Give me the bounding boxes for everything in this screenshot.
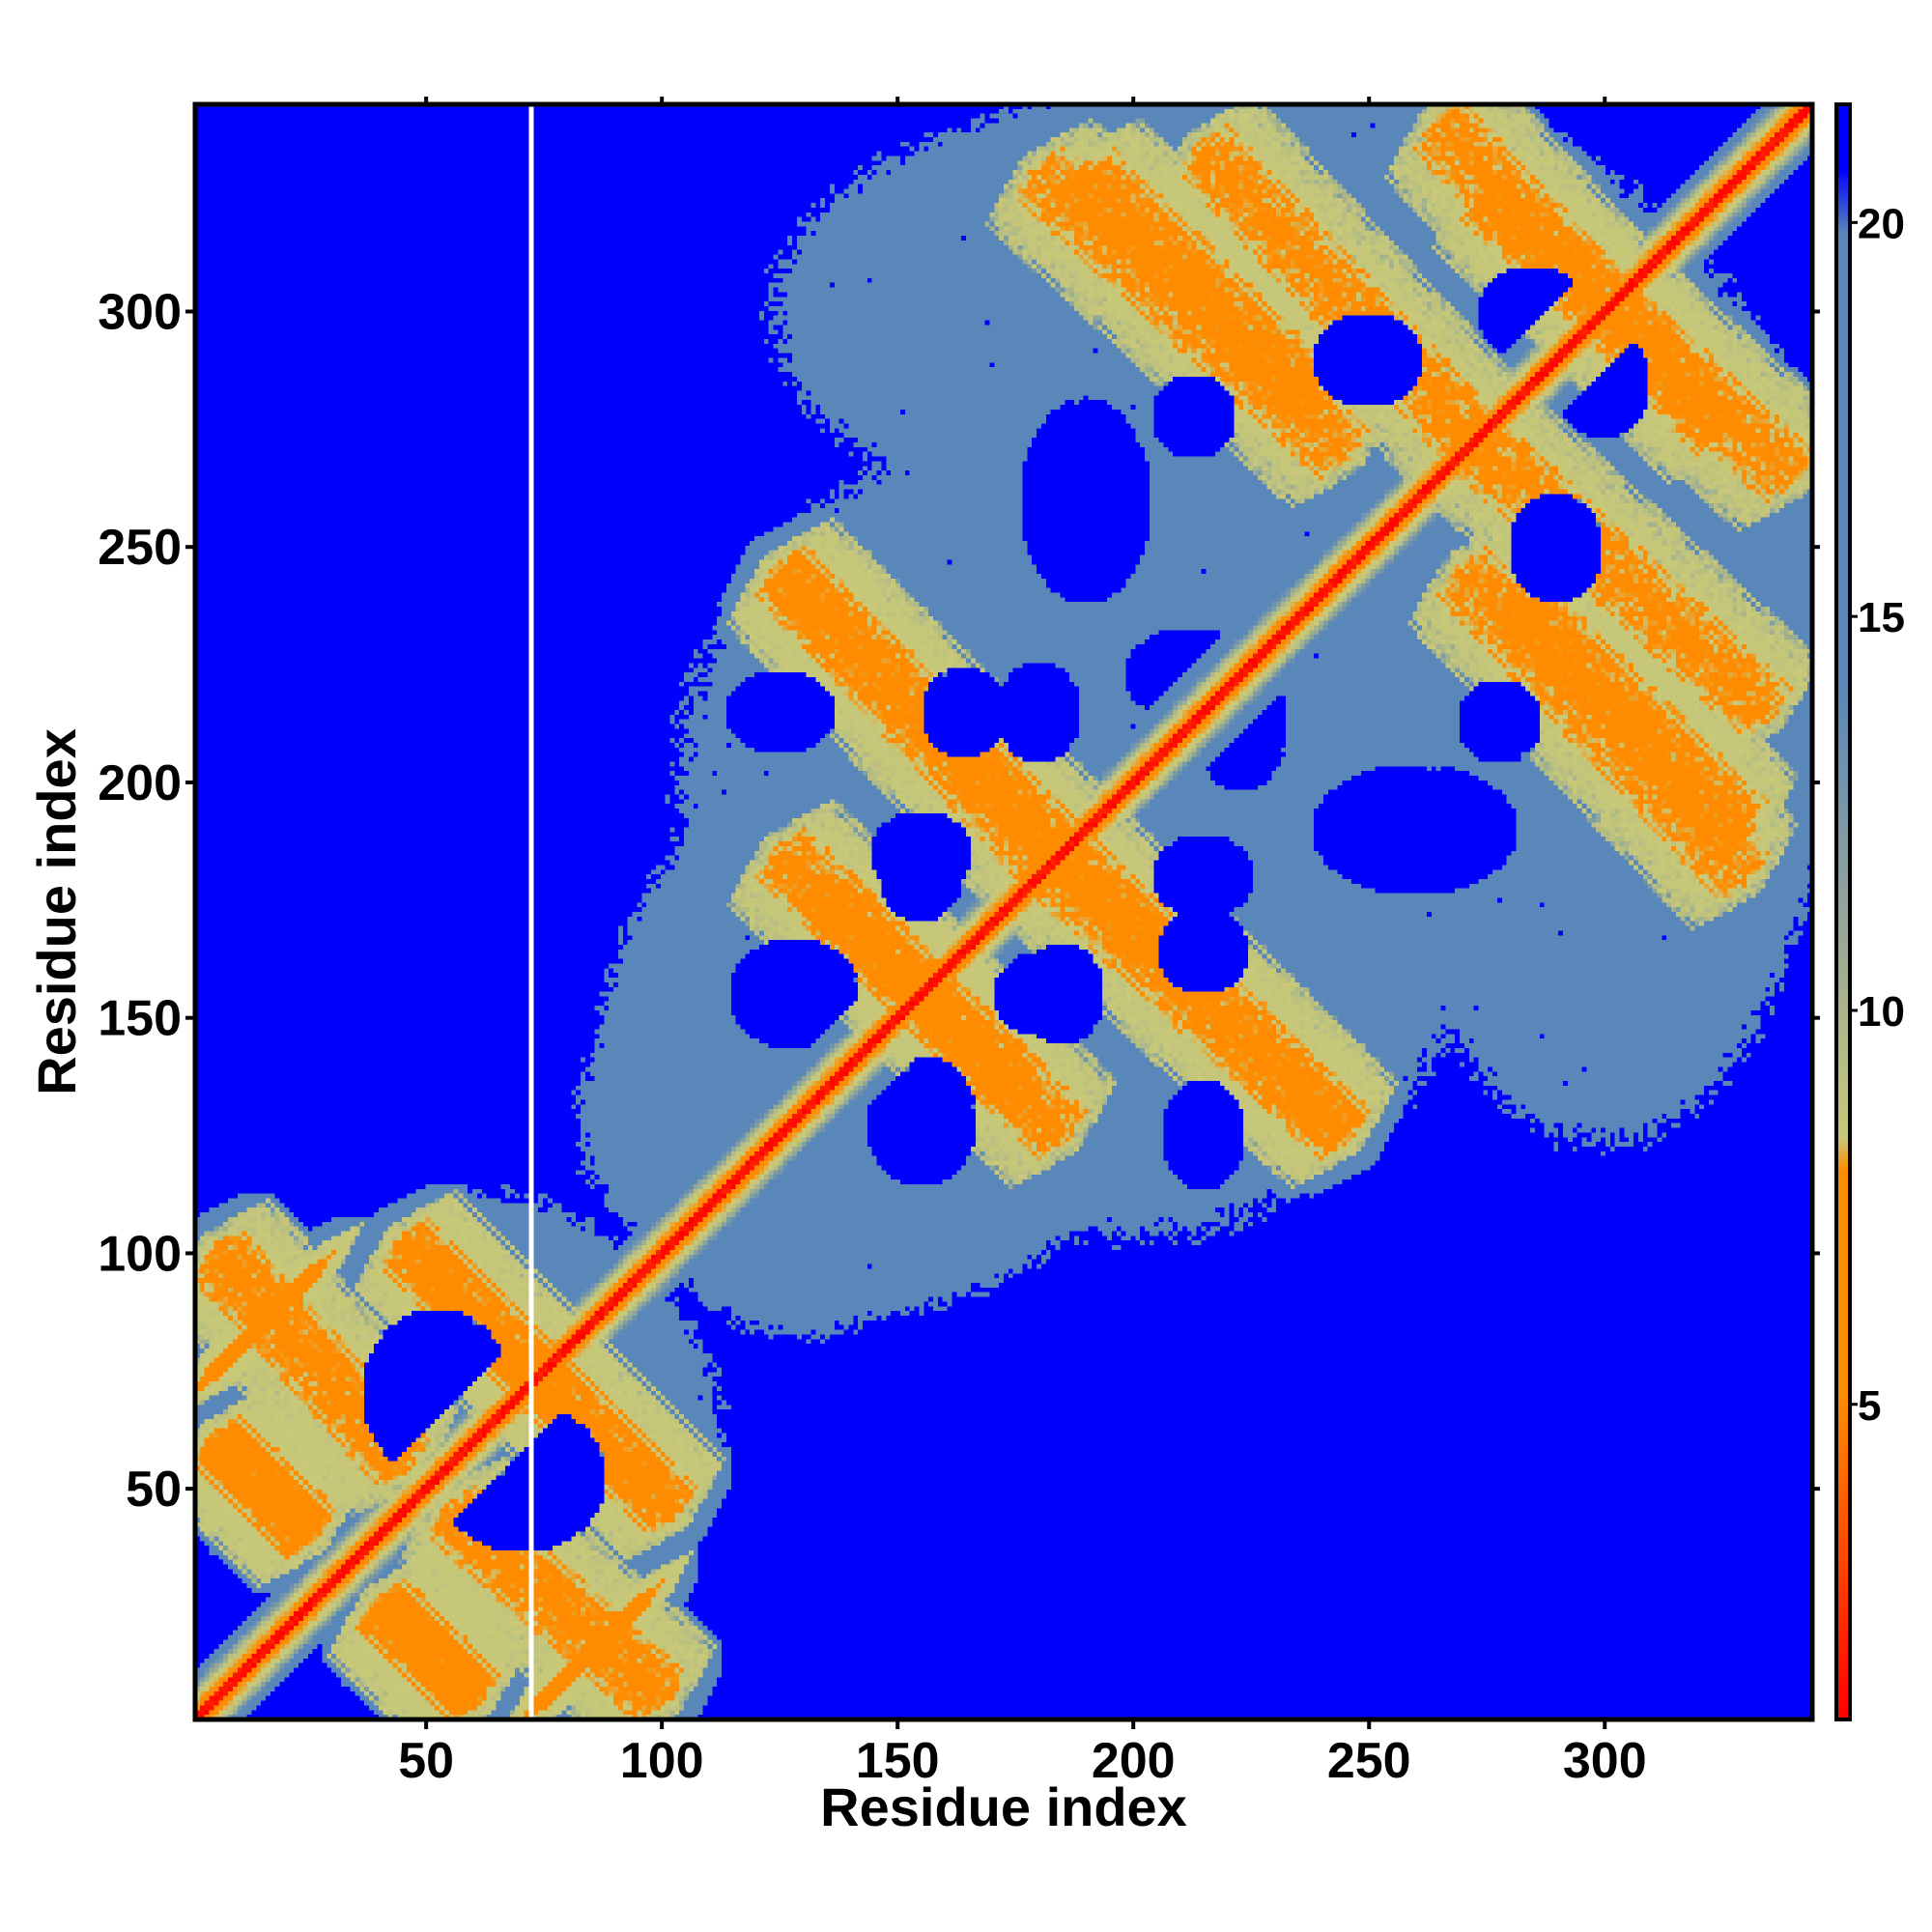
colorbar-gradient	[1834, 102, 1852, 1721]
x-axis-label: Residue index	[820, 1776, 1187, 1837]
y-tick-label: 100	[98, 1226, 182, 1282]
x-tick-label: 100	[620, 1733, 704, 1789]
colorbar-tick-label: 5	[1858, 1382, 1881, 1430]
heatmap-plot-area	[195, 104, 1812, 1719]
y-axis-label: Residue index	[26, 728, 87, 1095]
colorbar-tick-label: 10	[1858, 988, 1905, 1036]
x-tick-label: 150	[856, 1733, 940, 1789]
y-tick-label: 200	[98, 755, 182, 811]
x-axis-ticks: 50 100 150 200 250 300	[398, 97, 1647, 1789]
colorbar-tick-label: 20	[1858, 200, 1905, 247]
x-tick-label: 300	[1563, 1733, 1647, 1789]
x-tick-label: 200	[1092, 1733, 1176, 1789]
y-tick-label: 250	[98, 520, 182, 576]
y-tick-label: 150	[98, 991, 182, 1047]
y-axis-ticks: 50 100 150 200 250 300	[98, 284, 1820, 1518]
colorbar-tick-label: 15	[1858, 594, 1905, 641]
distance-heatmap	[195, 104, 1812, 1719]
colorbar: 5 10 15 20	[1834, 102, 1905, 1721]
colorbar-ticks: 5 10 15 20	[1850, 200, 1905, 1430]
x-tick-label: 50	[398, 1733, 454, 1789]
x-tick-label: 250	[1327, 1733, 1411, 1789]
y-tick-label: 300	[98, 284, 182, 340]
y-tick-label: 50	[126, 1462, 182, 1518]
plot-frame	[192, 101, 1815, 1722]
